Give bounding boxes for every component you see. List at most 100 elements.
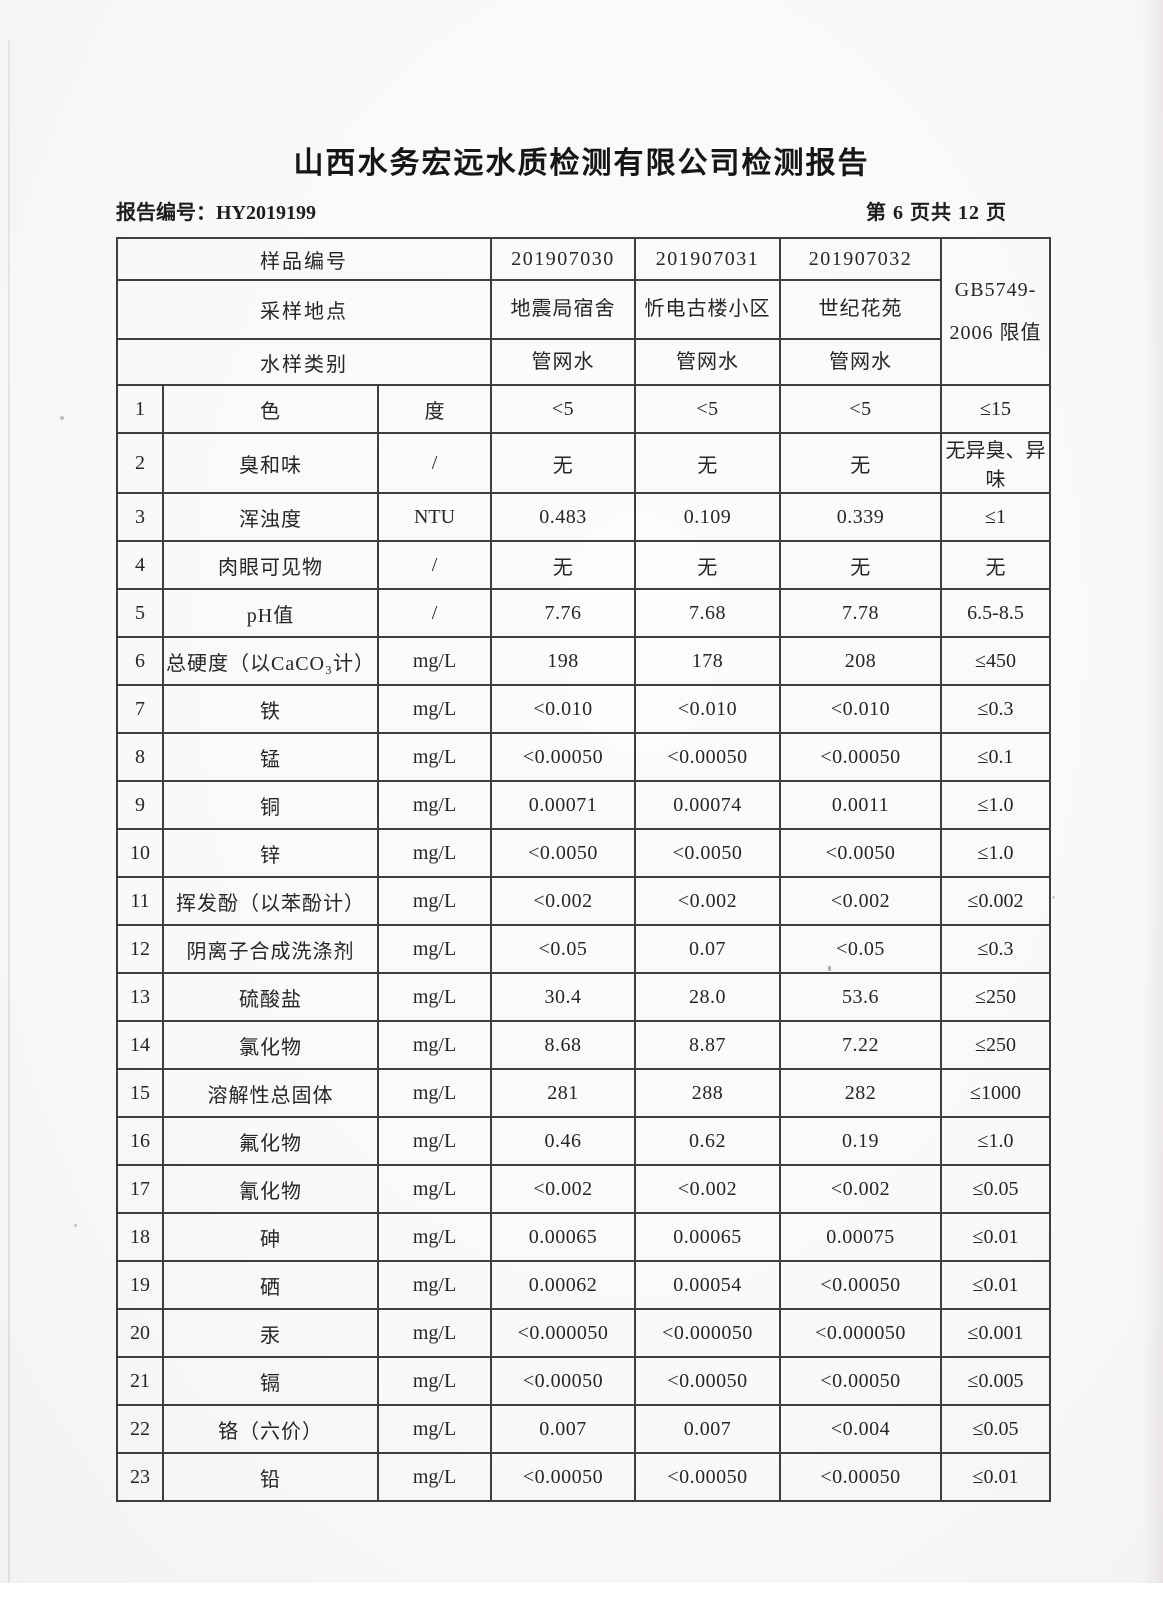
parameter-unit: / bbox=[376, 588, 493, 638]
limit-standard-line2: 2006 限值 bbox=[949, 321, 1042, 344]
parameter-name: 砷 bbox=[162, 1212, 379, 1262]
table-row: 4 肉眼可见物 / 无 无 无 无 bbox=[116, 540, 1052, 590]
parameter-name: 锰 bbox=[162, 732, 379, 782]
sample1-value: 0.007 bbox=[490, 1404, 637, 1454]
scan-speck bbox=[60, 416, 64, 420]
sample2-value: 0.00065 bbox=[634, 1212, 782, 1262]
sample3-value: 7.78 bbox=[779, 588, 943, 638]
parameter-unit: NTU bbox=[376, 492, 493, 542]
parameter-unit: mg/L bbox=[376, 1356, 493, 1406]
table-row: 11 挥发酚（以苯酚计） mg/L <0.002 <0.002 <0.002 ≤… bbox=[116, 876, 1052, 926]
row-number: 17 bbox=[116, 1164, 164, 1214]
sample2-value: 0.07 bbox=[634, 924, 782, 974]
parameter-unit: mg/L bbox=[376, 1020, 493, 1070]
parameter-unit: / bbox=[376, 432, 493, 494]
scan-speck bbox=[1052, 896, 1055, 899]
limit-value: ≤0.01 bbox=[940, 1452, 1052, 1502]
table-row: 18 砷 mg/L 0.00065 0.00065 0.00075 ≤0.01 bbox=[116, 1212, 1052, 1262]
sample1-value: 0.00071 bbox=[490, 780, 637, 830]
limit-value: ≤0.05 bbox=[940, 1404, 1052, 1454]
limit-value: ≤250 bbox=[940, 972, 1052, 1022]
sample-id-label: 样品编号 bbox=[115, 237, 493, 281]
row-number: 13 bbox=[116, 972, 164, 1022]
sample2-value: <0.00050 bbox=[634, 1356, 782, 1406]
sample2-value: <0.002 bbox=[634, 876, 782, 926]
sample3-value: <0.004 bbox=[779, 1404, 943, 1454]
sample2-value: <0.010 bbox=[634, 684, 782, 734]
limit-value: ≤1.0 bbox=[940, 780, 1052, 830]
limit-value: 无异臭、异味 bbox=[940, 432, 1052, 494]
row-number: 1 bbox=[116, 384, 164, 434]
sample3-value: 0.0011 bbox=[779, 780, 943, 830]
limit-value: 无 bbox=[940, 540, 1052, 590]
table-row: 21 镉 mg/L <0.00050 <0.00050 <0.00050 ≤0.… bbox=[116, 1356, 1052, 1406]
sample2-value: 0.007 bbox=[634, 1404, 782, 1454]
limit-value: ≤0.05 bbox=[940, 1164, 1052, 1214]
sample2-value: 0.62 bbox=[634, 1116, 782, 1166]
row-number: 3 bbox=[116, 492, 164, 542]
sample2-value: <0.0050 bbox=[634, 828, 782, 878]
sample2-value: 8.87 bbox=[634, 1020, 782, 1070]
parameter-name: 肉眼可见物 bbox=[162, 540, 379, 590]
parameter-unit: mg/L bbox=[376, 876, 493, 926]
row-number: 8 bbox=[116, 732, 164, 782]
sample3-value: <0.010 bbox=[779, 684, 943, 734]
table-row: 9 铜 mg/L 0.00071 0.00074 0.0011 ≤1.0 bbox=[116, 780, 1052, 830]
sample3-value: 0.339 bbox=[779, 492, 943, 542]
sample1-value: <0.000050 bbox=[490, 1308, 637, 1358]
sample3-value: <0.000050 bbox=[779, 1308, 943, 1358]
parameter-name: 锌 bbox=[162, 828, 379, 878]
parameter-name: 氯化物 bbox=[162, 1020, 379, 1070]
parameter-unit: mg/L bbox=[376, 828, 493, 878]
water-type-2: 管网水 bbox=[634, 338, 782, 386]
sample3-value: <5 bbox=[779, 384, 943, 434]
parameter-name: 浑浊度 bbox=[162, 492, 379, 542]
sample3-value: 7.22 bbox=[779, 1020, 943, 1070]
sample3-value: <0.002 bbox=[779, 876, 943, 926]
report-number: 报告编号：HY2019199 bbox=[116, 202, 316, 224]
parameter-unit: mg/L bbox=[376, 1260, 493, 1310]
table-row: 3 浑浊度 NTU 0.483 0.109 0.339 ≤1 bbox=[116, 492, 1052, 542]
limit-value: ≤1.0 bbox=[940, 828, 1052, 878]
location-1: 地震局宿舍 bbox=[490, 279, 637, 340]
sample1-value: <0.05 bbox=[490, 924, 637, 974]
sampling-location-row: 采样地点 地震局宿舍 忻电古楼小区 世纪花苑 bbox=[115, 279, 1050, 340]
sample1-value: 8.68 bbox=[490, 1020, 637, 1070]
limit-standard-header: GB5749- 2006 限值 bbox=[940, 237, 1052, 386]
table-row: 17 氰化物 mg/L <0.002 <0.002 <0.002 ≤0.05 bbox=[116, 1164, 1052, 1214]
sample2-value: <0.00050 bbox=[634, 1452, 782, 1502]
parameter-name: 镉 bbox=[162, 1356, 379, 1406]
parameter-unit: mg/L bbox=[376, 924, 493, 974]
table-row: 12 阴离子合成洗涤剂 mg/L <0.05 0.07 <0.05 ≤0.3 bbox=[116, 924, 1052, 974]
row-number: 22 bbox=[116, 1404, 164, 1454]
sample-id-3: 201907032 bbox=[779, 237, 943, 281]
parameter-name: 硒 bbox=[162, 1260, 379, 1310]
row-number: 2 bbox=[116, 432, 164, 494]
parameter-name: 硫酸盐 bbox=[162, 972, 379, 1022]
row-number: 10 bbox=[116, 828, 164, 878]
limit-value: ≤0.3 bbox=[940, 684, 1052, 734]
sample1-value: 无 bbox=[490, 432, 637, 494]
parameter-name: 色 bbox=[162, 384, 379, 434]
sample-id-row: 样品编号 201907030 201907031 201907032 GB574… bbox=[115, 237, 1052, 386]
parameter-unit: mg/L bbox=[376, 1164, 493, 1214]
table-row: 14 氯化物 mg/L 8.68 8.87 7.22 ≤250 bbox=[116, 1020, 1052, 1070]
row-number: 5 bbox=[116, 588, 164, 638]
limit-value: ≤0.01 bbox=[940, 1212, 1052, 1262]
sample2-value: <0.00050 bbox=[634, 732, 782, 782]
sample1-value: 198 bbox=[490, 636, 637, 686]
sample1-value: <5 bbox=[490, 384, 637, 434]
sample2-value: 28.0 bbox=[634, 972, 782, 1022]
report-meta-row: 报告编号：HY2019199 第 6 页共 12 页 bbox=[116, 196, 1049, 225]
type-label: 水样类别 bbox=[115, 338, 493, 386]
row-number: 15 bbox=[116, 1068, 164, 1118]
parameter-unit: / bbox=[376, 540, 493, 590]
parameter-unit: mg/L bbox=[376, 1404, 493, 1454]
row-number: 20 bbox=[116, 1308, 164, 1358]
sample3-value: 208 bbox=[779, 636, 943, 686]
sample3-value: 无 bbox=[779, 432, 943, 494]
sample3-value: 0.19 bbox=[779, 1116, 943, 1166]
row-number: 23 bbox=[116, 1452, 164, 1502]
sample3-value: <0.00050 bbox=[779, 1260, 943, 1310]
